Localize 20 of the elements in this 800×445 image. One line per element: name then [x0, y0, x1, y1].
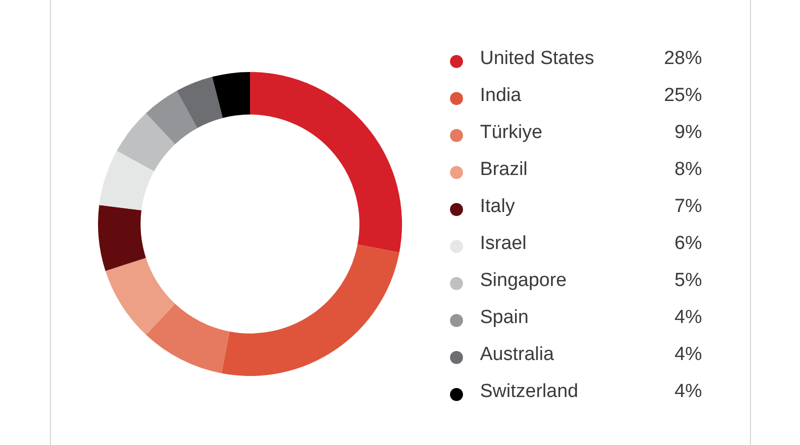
legend-label: Türkiye	[480, 122, 544, 144]
legend-label: Italy	[480, 196, 516, 218]
legend-label: India	[480, 84, 522, 106]
data-label: 7%	[674, 196, 702, 218]
data-label: 28%	[664, 48, 702, 70]
legend-label: Brazil	[480, 158, 529, 180]
legend-label: Singapore	[480, 270, 568, 292]
data-label: 25%	[664, 84, 702, 106]
data-label: 4%	[674, 344, 702, 366]
data-label: 4%	[674, 306, 702, 328]
data-label: 4%	[674, 380, 702, 402]
data-label: 9%	[674, 122, 702, 144]
legend-label: United States	[480, 48, 596, 70]
legend-label: Switzerland	[480, 380, 580, 402]
legend-label: Spain	[480, 306, 530, 328]
data-label: 6%	[674, 232, 702, 254]
data-label: 5%	[674, 270, 702, 292]
data-label: 8%	[674, 158, 702, 180]
legend-label: Israel	[480, 232, 528, 254]
legend-label: Australia	[480, 344, 555, 366]
